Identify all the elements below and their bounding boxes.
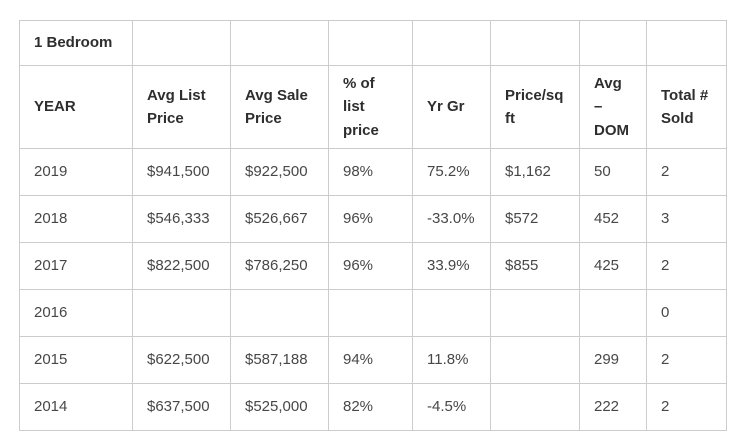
cell-price-sq-ft — [490, 335, 580, 384]
cell-price-sq-ft: $855 — [490, 241, 580, 290]
cell-avg-list-price: $822,500 — [132, 241, 231, 290]
cell-year: 2019 — [19, 147, 133, 196]
cell-avg-list-price: $637,500 — [132, 382, 231, 431]
cell-avg-sale-price: $587,188 — [230, 335, 329, 384]
empty-cell — [490, 20, 580, 66]
cell-avg-sale-price — [230, 288, 329, 337]
cell-avg-list-price: $941,500 — [132, 147, 231, 196]
column-header-avg-sale-price: Avg Sale Price — [230, 65, 329, 149]
cell-avg-dom: 425 — [579, 241, 647, 290]
cell-total-sold: 2 — [646, 241, 727, 290]
table-title-row: 1 Bedroom — [19, 20, 727, 66]
column-header-avg-dom: Avg – DOM — [579, 65, 647, 149]
empty-cell — [132, 20, 231, 66]
table-row-2014: 2014 $637,500 $525,000 82% -4.5% 222 2 — [19, 382, 727, 431]
column-header-avg-list-price: Avg List Price — [132, 65, 231, 149]
cell-year: 2018 — [19, 194, 133, 243]
cell-avg-list-price: $546,333 — [132, 194, 231, 243]
cell-price-sq-ft — [490, 382, 580, 431]
cell-total-sold: 3 — [646, 194, 727, 243]
table-title: 1 Bedroom — [19, 20, 133, 66]
cell-yr-gr: 11.8% — [412, 335, 491, 384]
cell-pct-of-list-price: 94% — [328, 335, 413, 384]
cell-pct-of-list-price: 96% — [328, 194, 413, 243]
cell-avg-dom: 299 — [579, 335, 647, 384]
cell-avg-list-price — [132, 288, 231, 337]
empty-cell — [579, 20, 647, 66]
cell-avg-dom — [579, 288, 647, 337]
cell-avg-list-price: $622,500 — [132, 335, 231, 384]
cell-price-sq-ft — [490, 288, 580, 337]
column-header-pct-of-list-price: % of list price — [328, 65, 413, 149]
cell-yr-gr: -33.0% — [412, 194, 491, 243]
column-header-yr-gr: Yr Gr — [412, 65, 491, 149]
cell-total-sold: 0 — [646, 288, 727, 337]
cell-avg-dom: 50 — [579, 147, 647, 196]
table-row-2019: 2019 $941,500 $922,500 98% 75.2% $1,162 … — [19, 147, 727, 196]
cell-avg-dom: 452 — [579, 194, 647, 243]
empty-cell — [646, 20, 727, 66]
cell-yr-gr: 75.2% — [412, 147, 491, 196]
cell-pct-of-list-price: 98% — [328, 147, 413, 196]
bedroom-stats-table: 1 Bedroom YEAR Avg List Price Avg Sale P… — [19, 20, 727, 431]
table-row-2015: 2015 $622,500 $587,188 94% 11.8% 299 2 — [19, 335, 727, 384]
cell-avg-sale-price: $526,667 — [230, 194, 329, 243]
cell-price-sq-ft: $572 — [490, 194, 580, 243]
cell-year: 2016 — [19, 288, 133, 337]
table-row-2018: 2018 $546,333 $526,667 96% -33.0% $572 4… — [19, 194, 727, 243]
cell-avg-sale-price: $525,000 — [230, 382, 329, 431]
cell-total-sold: 2 — [646, 147, 727, 196]
cell-avg-sale-price: $922,500 — [230, 147, 329, 196]
cell-year: 2015 — [19, 335, 133, 384]
empty-cell — [328, 20, 413, 66]
cell-pct-of-list-price: 96% — [328, 241, 413, 290]
column-header-total-sold: Total # Sold — [646, 65, 727, 149]
cell-total-sold: 2 — [646, 382, 727, 431]
column-header-year: YEAR — [19, 65, 133, 149]
table-row-2016: 2016 0 — [19, 288, 727, 337]
empty-cell — [230, 20, 329, 66]
table-header-row: YEAR Avg List Price Avg Sale Price % of … — [19, 65, 727, 149]
cell-avg-sale-price: $786,250 — [230, 241, 329, 290]
cell-price-sq-ft: $1,162 — [490, 147, 580, 196]
cell-yr-gr: 33.9% — [412, 241, 491, 290]
cell-year: 2017 — [19, 241, 133, 290]
cell-yr-gr: -4.5% — [412, 382, 491, 431]
cell-yr-gr — [412, 288, 491, 337]
empty-cell — [412, 20, 491, 66]
cell-pct-of-list-price — [328, 288, 413, 337]
column-header-price-sq-ft: Price/sq ft — [490, 65, 580, 149]
cell-year: 2014 — [19, 382, 133, 431]
cell-total-sold: 2 — [646, 335, 727, 384]
table-row-2017: 2017 $822,500 $786,250 96% 33.9% $855 42… — [19, 241, 727, 290]
cell-avg-dom: 222 — [579, 382, 647, 431]
cell-pct-of-list-price: 82% — [328, 382, 413, 431]
